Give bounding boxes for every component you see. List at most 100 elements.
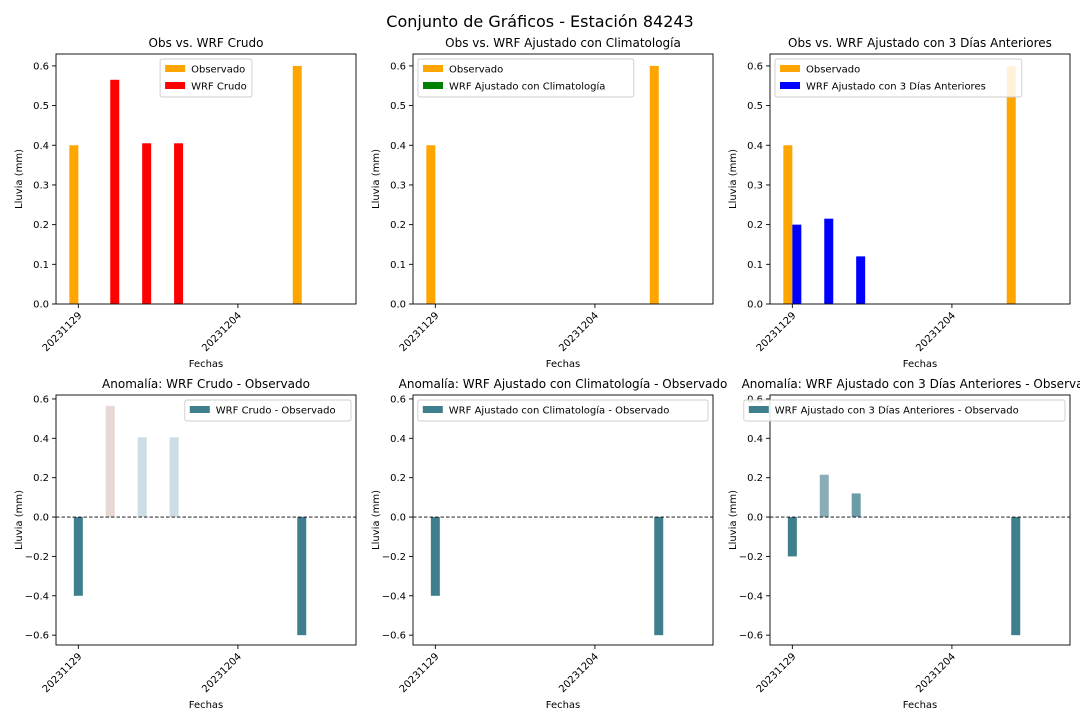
axes-frame bbox=[412, 394, 714, 646]
y-tick-label: 0.1 bbox=[747, 260, 763, 271]
axes-frame bbox=[769, 394, 1071, 646]
axes-frame bbox=[412, 53, 714, 305]
y-tick-label: −0.6 bbox=[739, 631, 763, 642]
y-tick-label: 0.5 bbox=[33, 101, 49, 112]
bar bbox=[297, 517, 307, 636]
y-tick-label: 0.6 bbox=[747, 61, 763, 72]
panel-title: Anomalía: WRF Crudo - Observado bbox=[102, 377, 310, 391]
x-axis-label: Fechas bbox=[189, 700, 224, 711]
legend-swatch bbox=[780, 65, 800, 72]
y-axis-label: Lluvia (mm) bbox=[371, 490, 382, 550]
legend-box bbox=[774, 58, 1023, 98]
legend-entry: WRF Ajustado con Climatología bbox=[449, 81, 605, 93]
bar bbox=[654, 517, 664, 636]
y-tick-label: 0.4 bbox=[33, 434, 49, 445]
bar bbox=[73, 517, 83, 596]
y-axis-label: Lluvia (mm) bbox=[14, 490, 25, 550]
axes-frame bbox=[55, 394, 357, 646]
bar bbox=[1011, 517, 1021, 636]
legend-entry: Observado bbox=[806, 65, 860, 76]
axes-frame bbox=[769, 53, 1071, 305]
x-axis-label: Fechas bbox=[546, 700, 581, 711]
bar bbox=[819, 474, 829, 518]
bar bbox=[824, 218, 834, 304]
y-tick-label: −0.2 bbox=[382, 552, 406, 563]
panel-title: Obs vs. WRF Ajustado con Climatología bbox=[445, 36, 681, 50]
y-axis-label: Lluvia (mm) bbox=[728, 149, 739, 209]
y-tick-label: 0.6 bbox=[33, 394, 49, 405]
bar bbox=[649, 65, 659, 305]
y-tick-label: 0.4 bbox=[747, 141, 763, 152]
y-tick-label: 0.3 bbox=[390, 180, 406, 191]
legend-entry: Observado bbox=[191, 65, 245, 76]
legend-box bbox=[417, 399, 709, 422]
legend-swatch bbox=[165, 82, 186, 89]
y-tick-label: −0.4 bbox=[739, 591, 763, 602]
legend-swatch bbox=[423, 65, 443, 72]
bar bbox=[430, 517, 440, 596]
x-tick-label: 20231204 bbox=[914, 310, 958, 354]
chart-panel-3: Obs vs. WRF Ajustado con 3 Días Anterior… bbox=[728, 36, 1071, 370]
y-tick-label: 0.1 bbox=[390, 260, 406, 271]
bar bbox=[426, 145, 436, 304]
y-tick-label: 0.2 bbox=[747, 473, 763, 484]
legend: WRF Ajustado con Climatología - Observad… bbox=[417, 399, 709, 422]
axes-frame bbox=[55, 53, 357, 305]
y-tick-label: 0.3 bbox=[747, 180, 763, 191]
bar bbox=[169, 437, 179, 518]
chart-panel-1: Obs vs. WRF Crudo 0.0 0.1 0.2 0.3 0.4 0.5 0.6 20… bbox=[14, 36, 357, 370]
panel-title: Anomalía: WRF Ajustado con Climatología … bbox=[399, 377, 728, 391]
legend: Observado WRF Ajustado con 3 Días Anterio… bbox=[774, 58, 1023, 98]
x-tick-label: 20231204 bbox=[914, 651, 958, 695]
y-tick-label: 0.2 bbox=[390, 473, 406, 484]
legend-swatch bbox=[165, 65, 186, 72]
bar bbox=[856, 256, 866, 304]
legend: WRF Ajustado con 3 Días Anteriores - Obs… bbox=[743, 399, 1066, 422]
bar bbox=[792, 224, 802, 304]
x-tick-label: 20231129 bbox=[755, 651, 799, 695]
legend-entry: WRF Ajustado con 3 Días Anteriores bbox=[806, 81, 986, 93]
y-tick-label: 0.4 bbox=[33, 141, 49, 152]
y-tick-label: 0.4 bbox=[390, 141, 406, 152]
y-tick-label: 0.2 bbox=[33, 473, 49, 484]
y-tick-label: 0.1 bbox=[33, 260, 49, 271]
bar bbox=[787, 517, 797, 557]
x-axis-label: Fechas bbox=[189, 359, 224, 370]
x-tick-label: 20231129 bbox=[398, 651, 442, 695]
legend-swatch bbox=[189, 406, 210, 413]
legend: WRF Crudo - Observado bbox=[184, 399, 352, 422]
bar bbox=[69, 145, 79, 304]
y-tick-label: 0.2 bbox=[747, 220, 763, 231]
legend-swatch bbox=[422, 406, 443, 413]
y-tick-label: 0.0 bbox=[390, 300, 406, 311]
legend: Observado WRF Crudo bbox=[159, 58, 253, 98]
figure-title: Conjunto de Gráficos - Estación 84243 bbox=[386, 12, 693, 31]
y-axis-label: Lluvia (mm) bbox=[371, 149, 382, 209]
y-tick-label: 0.0 bbox=[747, 513, 763, 524]
legend-entry: WRF Ajustado con Climatología - Observad… bbox=[449, 405, 670, 417]
legend-entry: WRF Ajustado con 3 Días Anteriores - Obs… bbox=[775, 405, 1019, 417]
panel-title: Obs vs. WRF Ajustado con 3 Días Anterior… bbox=[788, 36, 1052, 50]
y-tick-label: 0.0 bbox=[33, 300, 49, 311]
x-tick-label: 20231129 bbox=[755, 310, 799, 354]
panel-title: Obs vs. WRF Crudo bbox=[149, 36, 264, 50]
chart-panel-2: Obs vs. WRF Ajustado con Climatología 0.0… bbox=[371, 36, 714, 370]
legend-entry: WRF Crudo bbox=[191, 82, 247, 93]
chart-panel-6: Anomalía: WRF Ajustado con 3 Días Anteri… bbox=[728, 377, 1080, 711]
y-tick-label: 0.2 bbox=[390, 220, 406, 231]
bar bbox=[174, 143, 184, 304]
bar bbox=[137, 437, 147, 518]
y-tick-label: 0.6 bbox=[390, 394, 406, 405]
legend-box bbox=[184, 399, 352, 422]
x-axis-label: Fechas bbox=[903, 700, 938, 711]
legend-swatch bbox=[780, 82, 800, 89]
y-tick-label: −0.2 bbox=[739, 552, 763, 563]
x-tick-label: 20231129 bbox=[41, 651, 85, 695]
legend: Observado WRF Ajustado con Climatología bbox=[417, 58, 635, 98]
y-tick-label: 0.4 bbox=[390, 434, 406, 445]
legend-swatch bbox=[748, 406, 769, 413]
y-tick-label: 0.6 bbox=[33, 61, 49, 72]
y-tick-label: 0.6 bbox=[390, 61, 406, 72]
x-tick-label: 20231204 bbox=[557, 310, 601, 354]
